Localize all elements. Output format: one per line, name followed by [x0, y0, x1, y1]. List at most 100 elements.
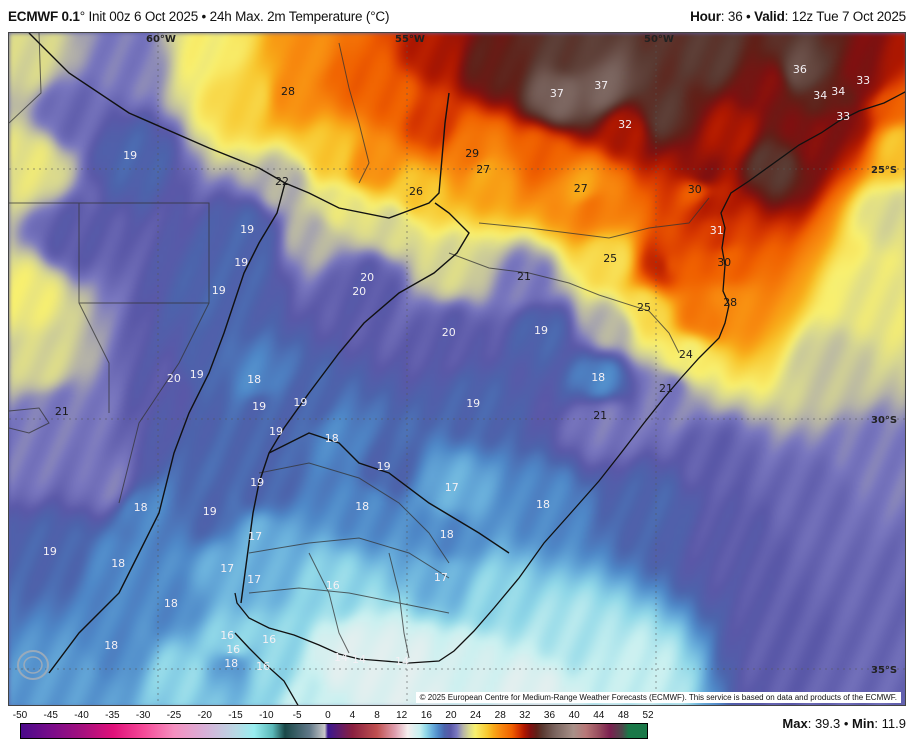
temperature-value: 19: [190, 368, 204, 381]
copyright-notice: © 2025 European Centre for Medium-Range …: [415, 692, 901, 703]
ar-province-2: [9, 202, 110, 413]
colorbar-tick-label: 28: [494, 710, 506, 721]
temperature-value: 22: [275, 175, 289, 188]
temperature-value: 16: [226, 643, 240, 656]
temperature-value: 21: [593, 409, 607, 422]
colorbar-tick-label: -10: [259, 710, 274, 721]
temperature-map: 60°W 55°W 50°W 25°S 30°S 35°S 28 37 37 36 33 34 34 3…: [8, 32, 906, 706]
temperature-value: 18: [111, 557, 125, 570]
colorbar-tick-label: 12: [396, 710, 408, 721]
colorbar-tick-label: 24: [470, 710, 482, 721]
map-description: Init 00z 6 Oct 2025 • 24h Max. 2m Temper…: [88, 9, 390, 24]
temperature-value: 29: [465, 147, 479, 160]
valid-time: Hour: 36 • Valid: 12z Tue 7 Oct 2025: [690, 9, 906, 24]
temperature-value: 16: [220, 629, 234, 642]
colorbar-tick-label: 44: [593, 710, 605, 721]
lagoon: [9, 407, 50, 434]
temperature-value: 18: [247, 373, 261, 386]
temperature-value: 20: [352, 285, 366, 298]
temperature-value: 33: [836, 110, 850, 123]
colorbar-tick-label: 0: [325, 710, 331, 721]
temperature-value: 19: [234, 256, 248, 269]
temperature-value: 18: [355, 500, 369, 513]
sc-pr-border: [478, 197, 710, 239]
temperature-value: 16: [326, 579, 340, 592]
uy-dept-5: [388, 552, 410, 659]
longitude-label: 50°W: [644, 34, 674, 45]
graticule: 60°W 55°W 50°W 25°S 30°S 35°S: [9, 33, 905, 705]
temperature-value: 19: [250, 476, 264, 489]
temperature-value: 18: [224, 657, 238, 670]
temperature-value: 19: [269, 425, 283, 438]
ar-province-1: [79, 202, 210, 304]
longitude-label: 60°W: [146, 34, 176, 45]
temperature-value: 21: [55, 405, 69, 418]
colorbar-tick-label: -50: [12, 710, 28, 721]
temperature-value: 34: [831, 85, 845, 98]
valid-value: : 12z Tue 7 Oct 2025: [784, 9, 907, 24]
temperature-value: 18: [536, 498, 550, 511]
temperature-value: 17: [445, 481, 459, 494]
colorbar-tick-label: 40: [568, 710, 580, 721]
map-title: ECMWF 0.1° Init 00z 6 Oct 2025 • 24h Max…: [8, 9, 389, 24]
temperature-value: 30: [717, 256, 731, 269]
colorbar-tick-label: -35: [105, 710, 120, 721]
colorbar-tick-label: 36: [543, 710, 556, 721]
colorbar-tick-label: -20: [197, 710, 212, 721]
temperature-value: 16: [262, 633, 276, 646]
temperature-value: 17: [247, 573, 261, 586]
temperature-value: 19: [466, 397, 480, 410]
temperature-value: 25: [603, 252, 617, 265]
temperature-value: 31: [710, 224, 724, 237]
colorbar-tick-label: -25: [166, 710, 182, 721]
temperature-value: 18: [591, 371, 605, 384]
max-value: 39.3: [814, 716, 841, 731]
colorbar-tick-label: 48: [617, 710, 629, 721]
hour-label: Hour: [690, 9, 721, 24]
valid-label: Valid: [754, 9, 785, 24]
temperature-value: 19: [240, 223, 254, 236]
temperature-value: 27: [476, 163, 490, 176]
temperature-value: 17: [220, 562, 234, 575]
uruguay-river-border: [240, 202, 470, 604]
colorbar-tick-label: 32: [519, 710, 531, 721]
temperature-value: 21: [517, 270, 531, 283]
temperature-value: 19: [212, 284, 226, 297]
temperature-value: 18: [164, 597, 178, 610]
model-name: ECMWF 0.1: [8, 9, 80, 24]
colorbar-tick-label: -15: [228, 710, 243, 721]
temperature-value: 26: [409, 185, 423, 198]
colorbar-tick-label: 20: [445, 710, 457, 721]
hour-value: : 36 •: [720, 9, 755, 24]
temperature-value: 20: [360, 271, 374, 284]
temperature-value: 24: [679, 348, 693, 361]
uy-dept-2: [248, 537, 450, 579]
temperature-value: 28: [723, 296, 737, 309]
model-degree: °: [79, 9, 85, 24]
rs-sc-border: [448, 252, 680, 354]
stats-separator: •: [840, 716, 853, 731]
ms-border: [338, 42, 370, 184]
latitude-label: 35°S: [871, 665, 897, 676]
temperature-value: 25: [637, 301, 651, 314]
temperature-value: 20: [167, 372, 181, 385]
temperature-value: 32: [618, 118, 632, 131]
temperature-value: 19: [203, 505, 217, 518]
colorbar: [20, 723, 648, 739]
colorbar-tick-label: 52: [642, 710, 654, 721]
coastline: [28, 33, 905, 705]
temperature-value: 36: [793, 63, 807, 76]
temperature-value: 17: [248, 530, 262, 543]
temperature-value: 21: [659, 382, 673, 395]
uy-dept-1: [258, 462, 450, 564]
temperature-value: 28: [281, 85, 295, 98]
argentina-coast: [234, 632, 299, 705]
temperature-value: 37: [594, 79, 608, 92]
temperature-value: 30: [688, 183, 702, 196]
min-value: 11.9: [881, 716, 906, 731]
uy-dept-3: [248, 587, 450, 614]
temperature-value: 19: [534, 324, 548, 337]
temperature-value: 19: [123, 149, 137, 162]
bo-border: [9, 33, 42, 124]
